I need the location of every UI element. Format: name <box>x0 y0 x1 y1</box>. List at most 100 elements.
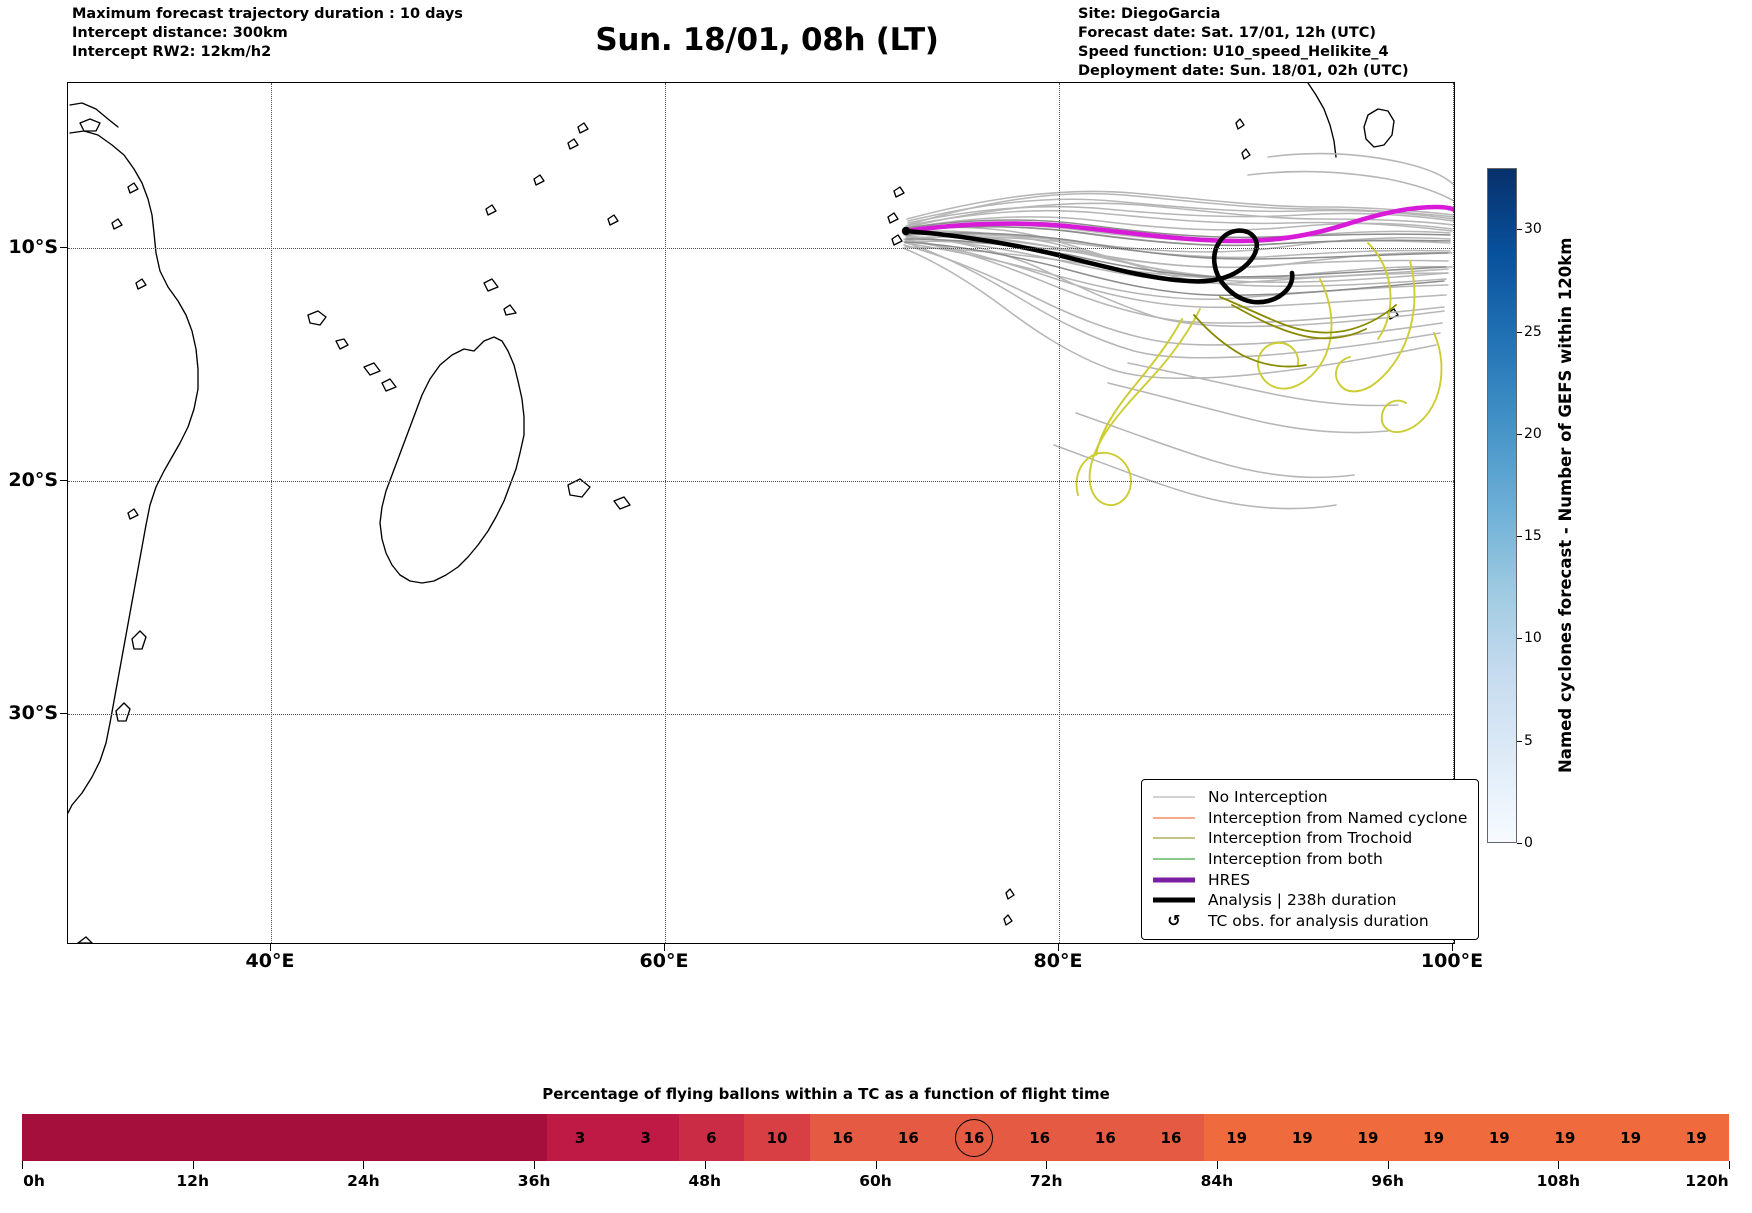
flight-time-segment-15[interactable]: 16 <box>1006 1114 1073 1161</box>
flight-time-tick-108h: 108h <box>1536 1172 1580 1190</box>
colorbar-right-tick-15: 15 <box>1524 528 1542 545</box>
colorbar-right-tickmark-5 <box>1517 740 1522 742</box>
flight-time-segment-11[interactable]: 10 <box>744 1114 810 1161</box>
segment-value: 19 <box>1554 1128 1576 1147</box>
named-cyclones-colorbar-label: Named cyclones forecast - Number of GEFS… <box>1556 237 1575 774</box>
flight-time-tick-24h: 24h <box>347 1172 380 1190</box>
legend-line-swatch <box>1153 831 1195 845</box>
legend-item-6[interactable]: ↺ TC obs. for analysis duration <box>1153 911 1467 932</box>
ytick-mark-20s <box>60 480 67 481</box>
named-cyclones-colorbar[interactable] <box>1487 168 1517 843</box>
segment-value: 16 <box>897 1128 919 1147</box>
segment-value: 19 <box>1226 1128 1248 1147</box>
flight-time-segment-3[interactable] <box>218 1114 285 1161</box>
flight-time-segment-2[interactable] <box>153 1114 219 1161</box>
xtick-mark-100 <box>1452 944 1453 951</box>
header-parameter-line-2: Intercept distance: 300km <box>72 24 288 41</box>
flight-time-segment-9[interactable]: 3 <box>612 1114 679 1161</box>
flight-time-segment-19[interactable]: 19 <box>1269 1114 1336 1161</box>
segment-value: 6 <box>706 1128 717 1147</box>
legend-item-label: Interception from Named cyclone <box>1208 808 1468 827</box>
flight-time-segment-21[interactable]: 19 <box>1400 1114 1467 1161</box>
flight-time-segment-25[interactable]: 19 <box>1663 1114 1730 1161</box>
legend-line-swatch <box>1153 852 1195 866</box>
tropical-cyclone-icon: ↺ <box>1167 910 1181 930</box>
header-site-metadata-block: Site: DiegoGarcia Forecast date: Sat. 17/… <box>1078 5 1409 80</box>
flight-time-segment-4[interactable] <box>284 1114 351 1161</box>
header-metadata-line-3: Speed function: U10_speed_Helikite_4 <box>1078 43 1389 60</box>
segment-value: 19 <box>1685 1128 1707 1147</box>
colorbar-right-tick-20: 20 <box>1524 425 1542 442</box>
legend-item-label: Analysis | 238h duration <box>1208 891 1397 910</box>
flight-time-tick-48h: 48h <box>688 1172 722 1190</box>
map-legend[interactable]: No Interception Interception from Named c… <box>1141 779 1480 941</box>
legend-item-4[interactable]: HRES <box>1153 869 1467 890</box>
flight-time-segment-13[interactable]: 16 <box>875 1114 942 1161</box>
flight-time-tickmark-72h <box>1046 1161 1048 1169</box>
flight-time-tick-12h: 12h <box>176 1172 209 1190</box>
flight-time-segment-12[interactable]: 16 <box>809 1114 876 1161</box>
hres-track <box>903 204 1454 244</box>
gridline-lat-10s <box>68 248 1454 249</box>
flight-time-segment-10[interactable]: 6 <box>678 1114 745 1161</box>
colorbar-right-tickmark-15 <box>1517 536 1522 538</box>
flight-time-tick-72h: 72h <box>1029 1172 1063 1190</box>
xtick-label-100: 100°E <box>1420 950 1484 972</box>
xtick-mark-60 <box>664 944 665 951</box>
flight-time-segment-14[interactable]: 16 <box>941 1114 1007 1161</box>
legend-line-swatch <box>1153 873 1195 887</box>
colorbar-right-tick-0: 0 <box>1524 835 1533 851</box>
segment-value: 19 <box>1620 1128 1642 1147</box>
release-point-marker <box>901 226 911 236</box>
legend-item-2[interactable]: Interception from Trochoid <box>1153 828 1467 849</box>
header-metadata-line-1: Site: DiegoGarcia <box>1078 6 1221 22</box>
flight-time-segment-7[interactable] <box>481 1114 548 1161</box>
flight-time-tickmark-96h <box>1387 1161 1389 1169</box>
legend-item-0[interactable]: No Interception <box>1153 787 1467 808</box>
flight-time-segment-1[interactable] <box>87 1114 154 1161</box>
flight-time-tickmark-108h <box>1558 1161 1560 1169</box>
legend-item-5[interactable]: Analysis | 238h duration <box>1153 890 1467 911</box>
legend-item-1[interactable]: Interception from Named cyclone <box>1153 808 1467 829</box>
flight-time-segment-20[interactable]: 19 <box>1335 1114 1401 1161</box>
flight-time-segment-16[interactable]: 16 <box>1072 1114 1139 1161</box>
header-parameters-block: Maximum forecast trajectory duration : 1… <box>72 5 463 62</box>
flight-time-colorbar[interactable]: 3 3 6 10 16 16 16 16 16 16 19 19 19 19 19 19 19 19 <box>22 1114 1730 1161</box>
xtick-label-40: 40°E <box>245 950 295 972</box>
flight-time-segment-22[interactable]: 19 <box>1466 1114 1533 1161</box>
flight-time-tickmark-84h <box>1216 1161 1218 1169</box>
map-coastlines-and-trajectories <box>68 83 1454 943</box>
legend-item-label: Interception from both <box>1208 850 1383 869</box>
flight-time-segment-18[interactable]: 19 <box>1203 1114 1270 1161</box>
gridline-lat-30s <box>68 714 1454 715</box>
legend-item-3[interactable]: Interception from both <box>1153 849 1467 870</box>
xtick-mark-40 <box>270 944 271 951</box>
legend-line-swatch <box>1153 790 1195 804</box>
gridline-lat-20s <box>68 481 1454 482</box>
current-time-highlight: 16 <box>955 1118 994 1157</box>
legend-item-label: TC obs. for analysis duration <box>1208 911 1429 930</box>
ytick-label-20s: 20°S <box>8 469 58 491</box>
flight-time-tick-60h: 60h <box>859 1172 892 1190</box>
legend-item-label: No Interception <box>1208 788 1328 807</box>
gridline-lon-100 <box>1453 83 1454 943</box>
header-metadata-line-4: Deployment date: Sun. 18/01, 02h (UTC) <box>1078 62 1409 79</box>
flight-time-segment-17[interactable]: 16 <box>1138 1114 1204 1161</box>
flight-time-tickmark-120h <box>1729 1161 1730 1169</box>
segment-value: 19 <box>1423 1128 1445 1147</box>
flight-time-segment-24[interactable]: 19 <box>1597 1114 1664 1161</box>
flight-time-segment-0[interactable] <box>22 1114 88 1161</box>
colorbar-right-tick-5: 5 <box>1524 732 1533 749</box>
colorbar-right-tickmark-10 <box>1517 638 1522 640</box>
header-metadata-line-2: Forecast date: Sat. 17/01, 12h (UTC) <box>1078 24 1377 41</box>
xtick-label-60: 60°E <box>639 950 689 972</box>
flight-time-segment-8[interactable]: 3 <box>547 1114 613 1161</box>
legend-line-swatch <box>1153 811 1195 825</box>
flight-time-segment-23[interactable]: 19 <box>1532 1114 1598 1161</box>
flight-time-segment-6[interactable] <box>415 1114 482 1161</box>
flight-time-segment-5[interactable] <box>350 1114 416 1161</box>
flight-time-tickmark-48h <box>704 1161 706 1169</box>
flight-time-tickmark-36h <box>534 1161 536 1169</box>
page-title-text: Sun. 18/01, 08h (LT) <box>595 22 939 58</box>
flight-time-tick-36h: 36h <box>517 1172 551 1190</box>
